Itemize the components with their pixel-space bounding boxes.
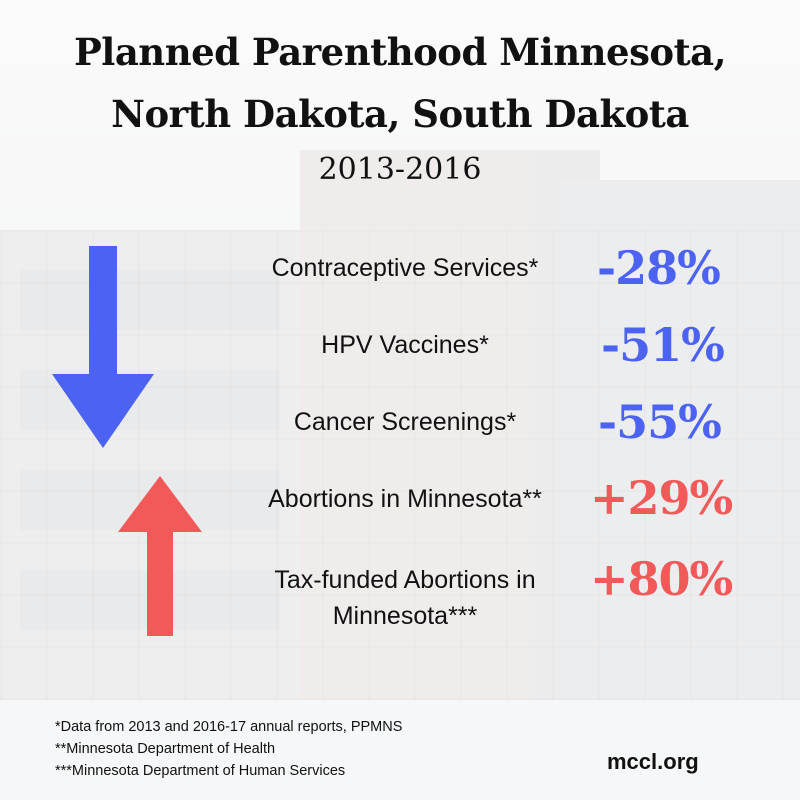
stat-label-tax-funded-line2: Minnesota*** (332, 602, 478, 630)
stat-label-tax-funded-line1: Tax-funded Abortions in (274, 566, 536, 594)
site-url: mccl.org (607, 749, 699, 774)
footnote-1: *Data from 2013 and 2016-17 annual repor… (55, 719, 403, 735)
stat-label-hpv: HPV Vaccines* (321, 331, 489, 359)
footnote-3: ***Minnesota Department of Human Service… (55, 763, 346, 779)
title-line-1: Planned Parenthood Minnesota, (73, 30, 727, 74)
stat-value-hpv: -51% (601, 318, 725, 372)
stat-value-abortions: +29% (590, 471, 733, 525)
stat-label-contraceptive: Contraceptive Services* (271, 254, 539, 282)
arrow-up-icon (118, 476, 202, 636)
footnotes: *Data from 2013 and 2016-17 annual repor… (55, 716, 402, 782)
stat-label-abortions: Abortions in Minnesota** (268, 485, 542, 513)
title-line-2: North Dakota, South Dakota (111, 92, 689, 136)
stat-value-cancer: -55% (598, 395, 722, 449)
stat-value-contraceptive: -28% (597, 241, 721, 295)
footnote-2: **Minnesota Department of Health (55, 741, 276, 757)
stat-label-cancer: Cancer Screenings* (293, 408, 517, 436)
date-range: 2013-2016 (318, 152, 482, 187)
arrow-down-icon (52, 246, 154, 448)
stat-value-tax-funded: +80% (590, 552, 733, 606)
